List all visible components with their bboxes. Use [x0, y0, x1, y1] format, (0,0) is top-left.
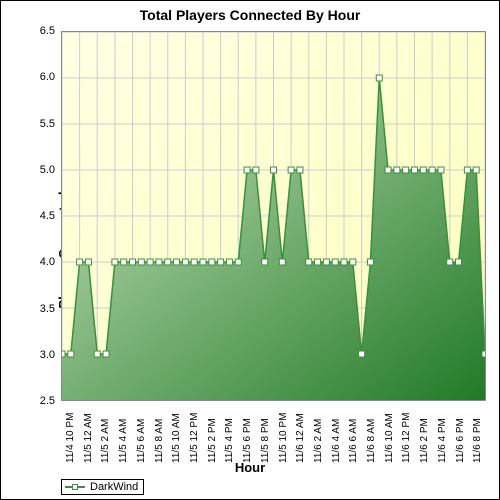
y-tick-label: 3.0	[25, 349, 55, 361]
x-tick-label: 11/5 10 AM	[171, 413, 182, 463]
y-tick-label: 4.0	[25, 256, 55, 268]
x-tick-label: 11/5 6 AM	[136, 419, 147, 463]
y-tick-label: 6.0	[25, 71, 55, 83]
legend: DarkWind	[61, 479, 144, 495]
x-tick-label: 11/4 10 PM	[65, 413, 76, 463]
y-tick-label: 3.5	[25, 303, 55, 315]
legend-swatch	[65, 486, 85, 488]
x-tick-label: 11/5 2 PM	[207, 418, 218, 463]
chart-title: Total Players Connected By Hour	[1, 7, 499, 23]
x-tick-label: 11/6 4 AM	[331, 419, 342, 463]
y-tick-label: 4.5	[25, 210, 55, 222]
x-tick-label: 11/5 12 PM	[189, 413, 200, 463]
legend-label: DarkWind	[90, 481, 138, 493]
x-tick-label: 11/5 8 PM	[260, 418, 271, 463]
x-tick-label: 11/6 6 AM	[348, 419, 359, 463]
y-tick-label: 2.5	[25, 395, 55, 407]
x-tick-label: 11/5 12 AM	[83, 413, 94, 463]
x-tick-label: 11/5 4 PM	[224, 418, 235, 463]
x-tick-label: 11/5 10 PM	[278, 413, 289, 463]
x-tick-label: 11/6 4 PM	[437, 418, 448, 463]
legend-marker-icon	[72, 484, 78, 490]
x-tick-label: 11/6 12 PM	[401, 413, 412, 463]
x-tick-label: 11/5 6 PM	[242, 418, 253, 463]
x-tick-label: 11/5 2 AM	[100, 419, 111, 463]
y-tick-label: 5.5	[25, 118, 55, 130]
x-tick-label: 11/6 6 PM	[455, 418, 466, 463]
x-tick-label: 11/6 12 AM	[295, 413, 306, 463]
x-tick-label: 11/6 10 AM	[384, 413, 395, 463]
x-tick-label: 11/5 4 AM	[118, 419, 129, 463]
chart-frame: Total Players Connected By Hour Players …	[0, 0, 500, 500]
x-tick-label: 11/5 8 AM	[154, 419, 165, 463]
y-tick-label: 6.5	[25, 25, 55, 37]
x-tick-label: 11/6 8 AM	[366, 419, 377, 463]
y-tick-label: 5.0	[25, 164, 55, 176]
x-tick-label: 11/6 8 PM	[472, 418, 483, 463]
x-tick-label: 11/6 2 PM	[419, 418, 430, 463]
plot-area	[61, 31, 486, 401]
x-tick-label: 11/6 2 AM	[313, 419, 324, 463]
